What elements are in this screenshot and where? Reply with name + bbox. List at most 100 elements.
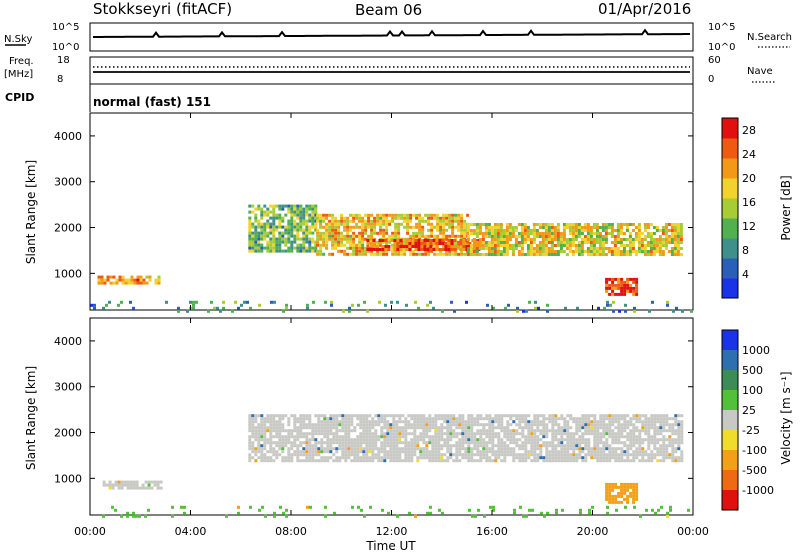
velocity-scatter-cell [299, 441, 303, 445]
velocity-scatter-cell [500, 426, 504, 430]
velocity-scatter-cell [269, 420, 273, 424]
velocity-scatter-cell [311, 456, 315, 460]
velocity-scatter-cell [626, 459, 630, 463]
velocity-scatter-cell [380, 450, 384, 454]
velocity-scatter-cell [557, 444, 561, 448]
velocity-scatter-cell [437, 417, 441, 421]
power-scatter-cell [565, 226, 569, 229]
velocity-scatter-cell [590, 429, 594, 433]
power-scatter-cell [463, 231, 467, 235]
velocity-scatter-cell [644, 429, 648, 433]
velocity-scatter-cell [518, 453, 522, 457]
velocity-scatter-cell [305, 426, 309, 430]
velocity-scatter-cell [428, 429, 432, 433]
velocity-scatter-cell [551, 453, 555, 457]
power-scatter-cell [439, 231, 443, 235]
velocity-scatter-cell [665, 429, 669, 433]
power-scatter-cell [400, 249, 404, 253]
power-scatter-cell [319, 216, 323, 220]
velocity-scatter-cell [452, 414, 456, 418]
velocity-scatter-cell [605, 417, 609, 421]
power-scatter-cell [637, 244, 641, 247]
velocity-scatter-cell [647, 459, 651, 463]
power-scatter-cell [278, 240, 282, 244]
velocity-scatter-cell [278, 417, 282, 421]
velocity-scatter-cell [551, 450, 555, 454]
power-scatter-cell [334, 246, 338, 250]
velocity-scatter-cell [365, 417, 369, 421]
velocity-scatter-cell [446, 414, 450, 418]
power-scatter-cell [571, 250, 575, 253]
velocity-scatter-cell [560, 426, 564, 430]
velocity-scatter-cell [581, 441, 585, 445]
power-scatter-cell [451, 228, 455, 232]
velocity-scatter-cell [272, 447, 276, 451]
velocity-scatter-cell [171, 514, 174, 518]
power-scatter-cell [556, 235, 560, 238]
power-scatter-cell [462, 248, 466, 251]
power-scatter-cell [541, 238, 545, 241]
velocity-colorbar-swatch [722, 430, 738, 451]
power-scatter-cell [421, 228, 425, 232]
power-scatter-cell [281, 231, 285, 235]
power-scatter-cell [502, 253, 506, 256]
power-scatter-cell [508, 244, 512, 247]
velocity-scatter-cell [563, 447, 567, 451]
nave-tick-top: 60 [708, 55, 721, 66]
velocity-scatter-cell [356, 459, 360, 463]
velocity-scatter-cell [614, 432, 618, 436]
power-scatter-cell [583, 241, 587, 244]
velocity-scatter-cell [449, 426, 453, 430]
velocity-scatter-cell [440, 444, 444, 448]
velocity-scatter-cell [485, 447, 489, 451]
velocity-scatter-cell [362, 417, 366, 421]
power-scatter-cell [546, 303, 549, 307]
velocity-scatter-cell [635, 420, 639, 424]
velocity-scatter-cell [461, 420, 465, 424]
power-scatter-cell [502, 229, 506, 232]
velocity-scatter-cell [461, 423, 465, 427]
power-scatter-cell [352, 219, 356, 223]
x-tick-label: 00:00 [74, 525, 106, 538]
velocity-scatter-cell [332, 435, 336, 439]
velocity-scatter-cell [575, 420, 579, 424]
power-scatter-cell [299, 246, 303, 250]
velocity-scatter-cell [326, 426, 330, 430]
velocity-scatter-cell [351, 505, 354, 509]
power-scatter-cell [604, 223, 608, 226]
power-scatter-cell [293, 219, 297, 223]
velocity-scatter-cell [350, 417, 354, 421]
power-scatter-cell [487, 253, 491, 256]
velocity-scatter-cell [422, 432, 426, 436]
power-scatter-cell [436, 216, 440, 220]
power-scatter-cell [605, 277, 609, 281]
power-scatter-cell [595, 226, 599, 229]
velocity-scatter-cell [317, 426, 321, 430]
power-scatter-cell [331, 228, 335, 232]
velocity-scatter-cell [386, 429, 390, 433]
power-scatter-cell [352, 216, 356, 220]
power-scatter-cell [574, 232, 578, 235]
velocity-scatter-cell [551, 438, 555, 442]
velocity-scatter-cell [126, 483, 130, 487]
velocity-scatter-cell [132, 514, 135, 518]
velocity-scatter-cell [653, 426, 657, 430]
power-scatter-cell [257, 207, 261, 211]
velocity-scatter-cell [251, 414, 255, 418]
velocity-scatter-cell [497, 453, 501, 457]
velocity-scatter-cell [398, 432, 402, 436]
velocity-scatter-cell [671, 453, 675, 457]
power-colorbar-swatch [722, 178, 738, 199]
velocity-scatter-cell [578, 444, 582, 448]
power-scatter-cell [251, 225, 255, 229]
power-scatter-cell [433, 225, 437, 229]
power-scatter-cell [499, 229, 503, 232]
velocity-scatter-cell [311, 429, 315, 433]
velocity-scatter-cell [593, 435, 597, 439]
power-scatter-cell [207, 309, 210, 313]
power-scatter-cell [637, 226, 641, 229]
velocity-scatter-cell [389, 441, 393, 445]
velocity-scatter-cell [446, 420, 450, 424]
velocity-scatter-cell [473, 459, 477, 463]
